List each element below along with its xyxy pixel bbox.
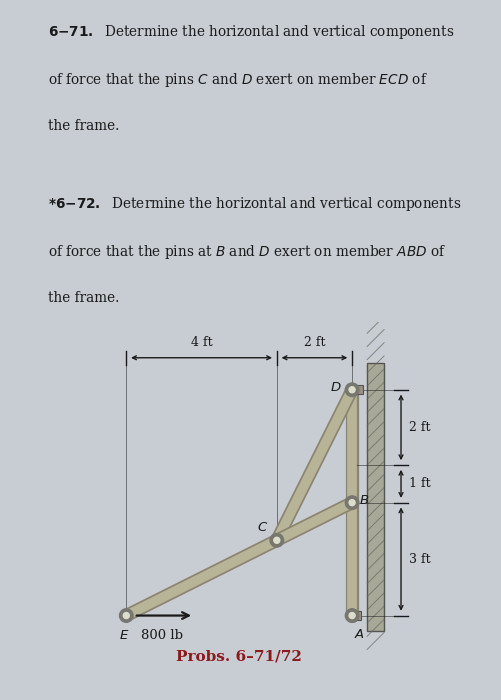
Text: 2 ft: 2 ft bbox=[304, 337, 325, 349]
Text: of force that the pins at $B$ and $D$ exert on member $ABD$ of: of force that the pins at $B$ and $D$ ex… bbox=[49, 243, 447, 261]
Text: the frame.: the frame. bbox=[49, 119, 120, 133]
Text: 2 ft: 2 ft bbox=[408, 421, 430, 434]
Text: $D$: $D$ bbox=[330, 382, 342, 394]
Text: $E$: $E$ bbox=[119, 629, 130, 642]
Circle shape bbox=[120, 609, 133, 622]
Text: $C$: $C$ bbox=[258, 521, 269, 533]
Bar bbox=[350, 611, 362, 620]
Text: 4 ft: 4 ft bbox=[191, 337, 212, 349]
Text: 800 lb: 800 lb bbox=[141, 629, 183, 642]
Circle shape bbox=[349, 612, 355, 619]
Bar bbox=[367, 363, 384, 631]
Text: Probs. 6–71/72: Probs. 6–71/72 bbox=[176, 650, 302, 664]
Text: the frame.: the frame. bbox=[49, 290, 120, 304]
Text: 1 ft: 1 ft bbox=[408, 477, 430, 490]
Bar bbox=[350, 385, 363, 394]
Circle shape bbox=[123, 612, 129, 619]
Circle shape bbox=[345, 496, 359, 510]
Circle shape bbox=[274, 538, 280, 543]
Circle shape bbox=[345, 609, 359, 622]
Circle shape bbox=[349, 500, 355, 505]
Text: $B$: $B$ bbox=[359, 494, 369, 508]
Circle shape bbox=[349, 386, 355, 393]
Text: $\mathbf{6{-}71.}$  Determine the horizontal and vertical components: $\mathbf{6{-}71.}$ Determine the horizon… bbox=[49, 23, 455, 41]
Circle shape bbox=[345, 383, 359, 396]
Text: $A$: $A$ bbox=[354, 628, 365, 640]
Circle shape bbox=[270, 533, 284, 547]
Text: 3 ft: 3 ft bbox=[408, 552, 430, 566]
Text: $\mathbf{{*6{-}72.}}$  Determine the horizontal and vertical components: $\mathbf{{*6{-}72.}}$ Determine the hori… bbox=[49, 195, 462, 213]
Text: of force that the pins $C$ and $D$ exert on member $ECD$ of: of force that the pins $C$ and $D$ exert… bbox=[49, 71, 428, 89]
